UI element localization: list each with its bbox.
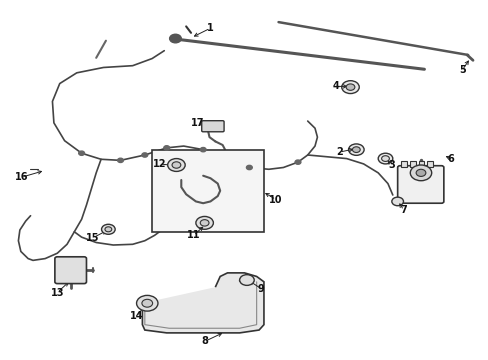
Circle shape: [409, 165, 431, 181]
Text: 3: 3: [387, 160, 394, 170]
Bar: [418, 161, 424, 167]
Text: 7: 7: [400, 205, 407, 215]
Text: 16: 16: [15, 172, 28, 182]
Circle shape: [341, 81, 359, 94]
Circle shape: [246, 165, 252, 170]
FancyBboxPatch shape: [397, 166, 443, 203]
Text: 10: 10: [269, 195, 282, 204]
Text: 6: 6: [447, 154, 453, 163]
Circle shape: [377, 153, 392, 164]
Text: 4: 4: [332, 81, 339, 91]
Text: 15: 15: [86, 233, 100, 243]
Circle shape: [391, 197, 403, 206]
Bar: [400, 161, 406, 167]
Circle shape: [415, 169, 425, 176]
Circle shape: [200, 220, 208, 226]
Bar: [409, 161, 415, 167]
FancyBboxPatch shape: [201, 121, 224, 132]
Text: 1: 1: [206, 23, 213, 33]
Text: 11: 11: [186, 230, 200, 240]
Text: 13: 13: [50, 288, 64, 297]
Circle shape: [136, 296, 158, 311]
Circle shape: [346, 84, 354, 90]
Circle shape: [348, 144, 364, 156]
Circle shape: [117, 158, 123, 162]
FancyBboxPatch shape: [55, 257, 86, 284]
Circle shape: [294, 160, 300, 164]
Text: 17: 17: [191, 118, 204, 128]
Text: 2: 2: [335, 147, 342, 157]
Text: 14: 14: [129, 311, 143, 321]
Polygon shape: [142, 273, 264, 333]
Circle shape: [167, 158, 185, 171]
Circle shape: [79, 151, 84, 156]
Circle shape: [163, 146, 169, 150]
Circle shape: [169, 34, 181, 43]
Bar: [427, 161, 432, 167]
Bar: [152, 150, 264, 232]
Circle shape: [142, 299, 152, 307]
Text: 9: 9: [257, 284, 264, 294]
Circle shape: [352, 147, 360, 153]
Text: 8: 8: [201, 337, 207, 346]
Text: 5: 5: [458, 65, 465, 75]
Circle shape: [239, 275, 254, 285]
Circle shape: [381, 156, 388, 161]
Circle shape: [196, 216, 213, 229]
Circle shape: [105, 227, 112, 232]
Circle shape: [142, 153, 147, 157]
Circle shape: [102, 224, 115, 234]
Circle shape: [172, 162, 181, 168]
Text: 12: 12: [152, 159, 166, 169]
Circle shape: [200, 148, 205, 152]
